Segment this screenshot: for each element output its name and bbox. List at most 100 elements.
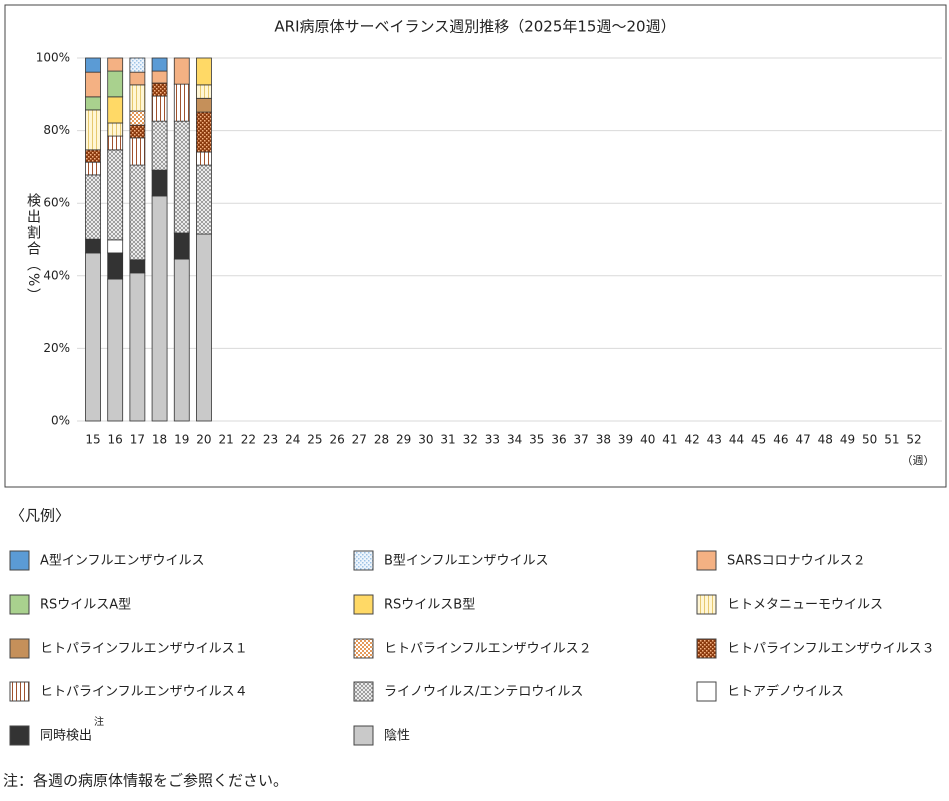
bar-segment — [107, 122, 124, 137]
bar-segment — [85, 252, 101, 422]
bar-segment — [129, 57, 146, 73]
x-tick-label: 42 — [684, 433, 699, 447]
bar-segment — [129, 259, 146, 274]
legend-swatch — [696, 638, 717, 659]
x-tick-label: 27 — [352, 433, 367, 447]
bar-segment — [151, 70, 168, 84]
footnote: 注：各週の病原体情報をご参照ください。 — [3, 772, 288, 790]
x-tick-label: 37 — [574, 433, 589, 447]
x-tick-label: 23 — [263, 433, 278, 447]
x-tick-label: 51 — [884, 433, 899, 447]
bar-segment — [151, 120, 168, 171]
x-tick-label: 49 — [840, 433, 855, 447]
bar-segment — [196, 97, 212, 113]
legend-label: ヒトパラインフルエンザウイルス３ — [727, 642, 935, 657]
bar-segment — [196, 111, 212, 153]
x-tick-label: 34 — [507, 433, 522, 447]
x-tick-label: 46 — [773, 433, 788, 447]
bar-segment — [107, 57, 124, 72]
x-tick-label: 38 — [596, 433, 611, 447]
bar-segment — [151, 57, 168, 72]
x-unit: （週） — [902, 454, 935, 467]
bar-segment — [85, 149, 101, 163]
legend-label: RSウイルスA型 — [40, 598, 131, 613]
x-tick-label: 30 — [418, 433, 433, 447]
bar-segment — [85, 71, 101, 98]
bar-segment — [151, 169, 168, 197]
legend-swatch — [696, 550, 717, 571]
x-tick-label: 31 — [440, 433, 455, 447]
x-tick-label: 48 — [818, 433, 833, 447]
legend-swatch — [353, 638, 374, 659]
legend-swatch — [9, 725, 30, 746]
x-tick-label: 45 — [751, 433, 766, 447]
y-tick-label: 20% — [43, 341, 70, 355]
bar-segment — [196, 164, 212, 235]
bar-segment — [129, 164, 146, 261]
bar-segment — [129, 124, 146, 139]
x-tick-label: 24 — [285, 433, 300, 447]
legend-swatch — [353, 594, 374, 615]
legend-swatch — [9, 681, 30, 702]
x-tick-label: 20 — [196, 433, 211, 447]
bar-segment — [129, 84, 146, 112]
legend-swatch — [696, 681, 717, 702]
bar-segment — [85, 109, 101, 151]
x-tick-label: 43 — [707, 433, 722, 447]
y-tick-label: 0% — [51, 414, 70, 428]
bar-segment — [129, 137, 146, 166]
legend-swatch — [696, 594, 717, 615]
bar-segment — [129, 110, 146, 126]
bar-segment — [85, 96, 101, 111]
bar-segment — [151, 95, 168, 122]
x-tick-label: 44 — [729, 433, 744, 447]
bar-segment — [107, 278, 124, 422]
bar-segment — [85, 238, 101, 254]
x-tick-label: 25 — [307, 433, 322, 447]
bar-segment — [129, 71, 146, 86]
bar-segment — [151, 195, 168, 422]
legend-label: 同時検出 — [40, 729, 92, 744]
x-tick-label: 19 — [174, 433, 189, 447]
bar-segment — [173, 258, 190, 422]
x-tick-label: 41 — [662, 433, 677, 447]
bar-segment — [107, 135, 124, 151]
bar-segment — [196, 151, 212, 166]
bar-segment — [173, 57, 190, 85]
chart-title: ARI病原体サーベイランス週別推移（2025年15週～20週） — [274, 18, 675, 36]
bar-segment — [85, 57, 101, 73]
legend-label: ヒトパラインフルエンザウイルス４ — [40, 685, 248, 700]
legend-title: 〈凡例〉 — [10, 507, 70, 525]
bar-segment — [107, 96, 124, 124]
y-tick-label: 80% — [43, 123, 70, 137]
legend-swatch — [9, 594, 30, 615]
legend-swatch — [353, 681, 374, 702]
y-tick-label: 40% — [43, 268, 70, 282]
x-tick-label: 22 — [241, 433, 256, 447]
bar-segment — [85, 174, 101, 240]
legend-swatch — [353, 725, 374, 746]
x-tick-label: 52 — [906, 433, 921, 447]
legend-label: RSウイルスB型 — [384, 598, 475, 613]
legend-label: ヒトパラインフルエンザウイルス２ — [384, 642, 592, 657]
legend-label: ヒトパラインフルエンザウイルス１ — [40, 642, 248, 657]
bar-segment — [107, 70, 124, 98]
x-tick-label: 35 — [529, 433, 544, 447]
legend-label: B型インフルエンザウイルス — [384, 554, 549, 569]
legend-swatch — [9, 638, 30, 659]
legend-swatch — [353, 550, 374, 571]
x-tick-label: 26 — [329, 433, 344, 447]
bar-segment — [173, 232, 190, 260]
x-tick-label: 36 — [551, 433, 566, 447]
y-tick-label: 100% — [36, 51, 70, 65]
legend-label: ヒトアデノウイルス — [727, 684, 844, 700]
legend-label: 陰性 — [384, 729, 410, 744]
legend-label: ライノウイルス/エンテロウイルス — [384, 685, 583, 700]
bar-segment — [173, 120, 190, 234]
chart-frame — [4, 4, 947, 488]
bar-segment — [173, 83, 190, 122]
bar-segment — [196, 233, 212, 422]
bar-segment — [107, 252, 124, 280]
bar-segment — [107, 239, 124, 254]
